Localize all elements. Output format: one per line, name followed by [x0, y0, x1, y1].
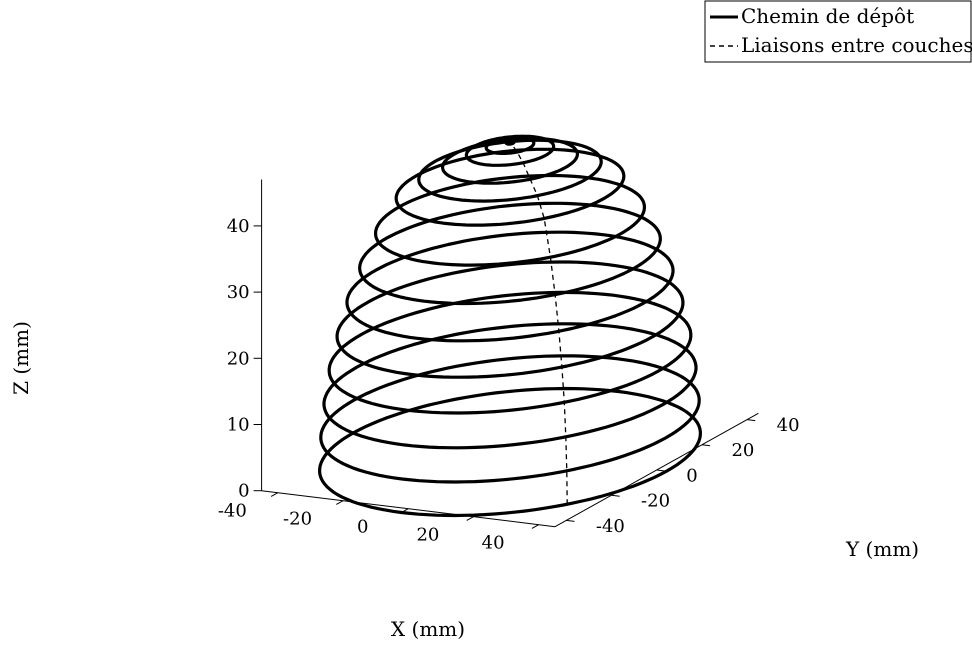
z-tick-label: 40: [227, 216, 250, 237]
y-tick: [701, 444, 711, 447]
axes-layer: -40 -20 0 20 40 -40 -20 0 20 40 0 10 20 30 40: [218, 179, 800, 553]
y-axis-label: Y (mm): [845, 537, 919, 561]
legend-label-layer-links: Liaisons entre couches: [741, 33, 972, 57]
deposit-path-layer-5: [335, 260, 685, 379]
deposit-path-layer-7: [358, 201, 662, 306]
data-layer: [318, 134, 703, 518]
y-tick-label: 20: [731, 440, 754, 461]
y-tick: [611, 494, 620, 497]
z-axis-label: Z (mm): [9, 321, 33, 395]
y-tick-label: 0: [686, 465, 697, 486]
x-tick-label: 20: [416, 524, 439, 545]
x-tick-label: -20: [283, 508, 312, 529]
y-tick-label: 40: [777, 415, 800, 436]
deposit-path-layer-6: [345, 230, 675, 343]
deposit-path-layer-8: [374, 173, 647, 267]
deposit-path-layer-4: [327, 290, 693, 415]
y-tick: [566, 519, 575, 522]
x-tick-label: 40: [482, 532, 505, 553]
layer-links-curve: [510, 142, 568, 505]
z-tick-label: 0: [238, 481, 249, 502]
y-tick-label: -20: [641, 491, 670, 512]
deposit-path-layer-3: [322, 322, 698, 450]
y-tick: [656, 469, 665, 472]
y-tick-label: -40: [596, 516, 625, 537]
x-axis-label: X (mm): [391, 617, 465, 641]
z-tick-label: 30: [227, 282, 250, 303]
legend: Chemin de dépôt Liaisons entre couches: [704, 0, 972, 63]
x-tick: [270, 492, 279, 497]
deposit-path-layer-9: [394, 147, 626, 227]
deposit-path-layer-2: [319, 354, 701, 484]
z-tick-label: 20: [227, 348, 250, 369]
deposit-path-layer-13: [484, 136, 536, 155]
z-tick-label: 10: [227, 415, 250, 436]
x-tick-label: -40: [218, 500, 247, 521]
y-tick: [747, 419, 756, 422]
x-tick: [531, 524, 539, 529]
x-tick-label: 0: [357, 516, 368, 537]
legend-label-deposit-path: Chemin de dépôt: [741, 4, 914, 28]
legend-box: [704, 0, 972, 63]
x-tick: [336, 500, 344, 505]
deposit-path-layer-10: [417, 138, 603, 203]
deposit-path-layer-14: [504, 138, 516, 146]
deposit-path-layer-11: [441, 136, 580, 185]
deposit-path-layer-12: [464, 134, 556, 167]
x-tick: [466, 516, 474, 521]
